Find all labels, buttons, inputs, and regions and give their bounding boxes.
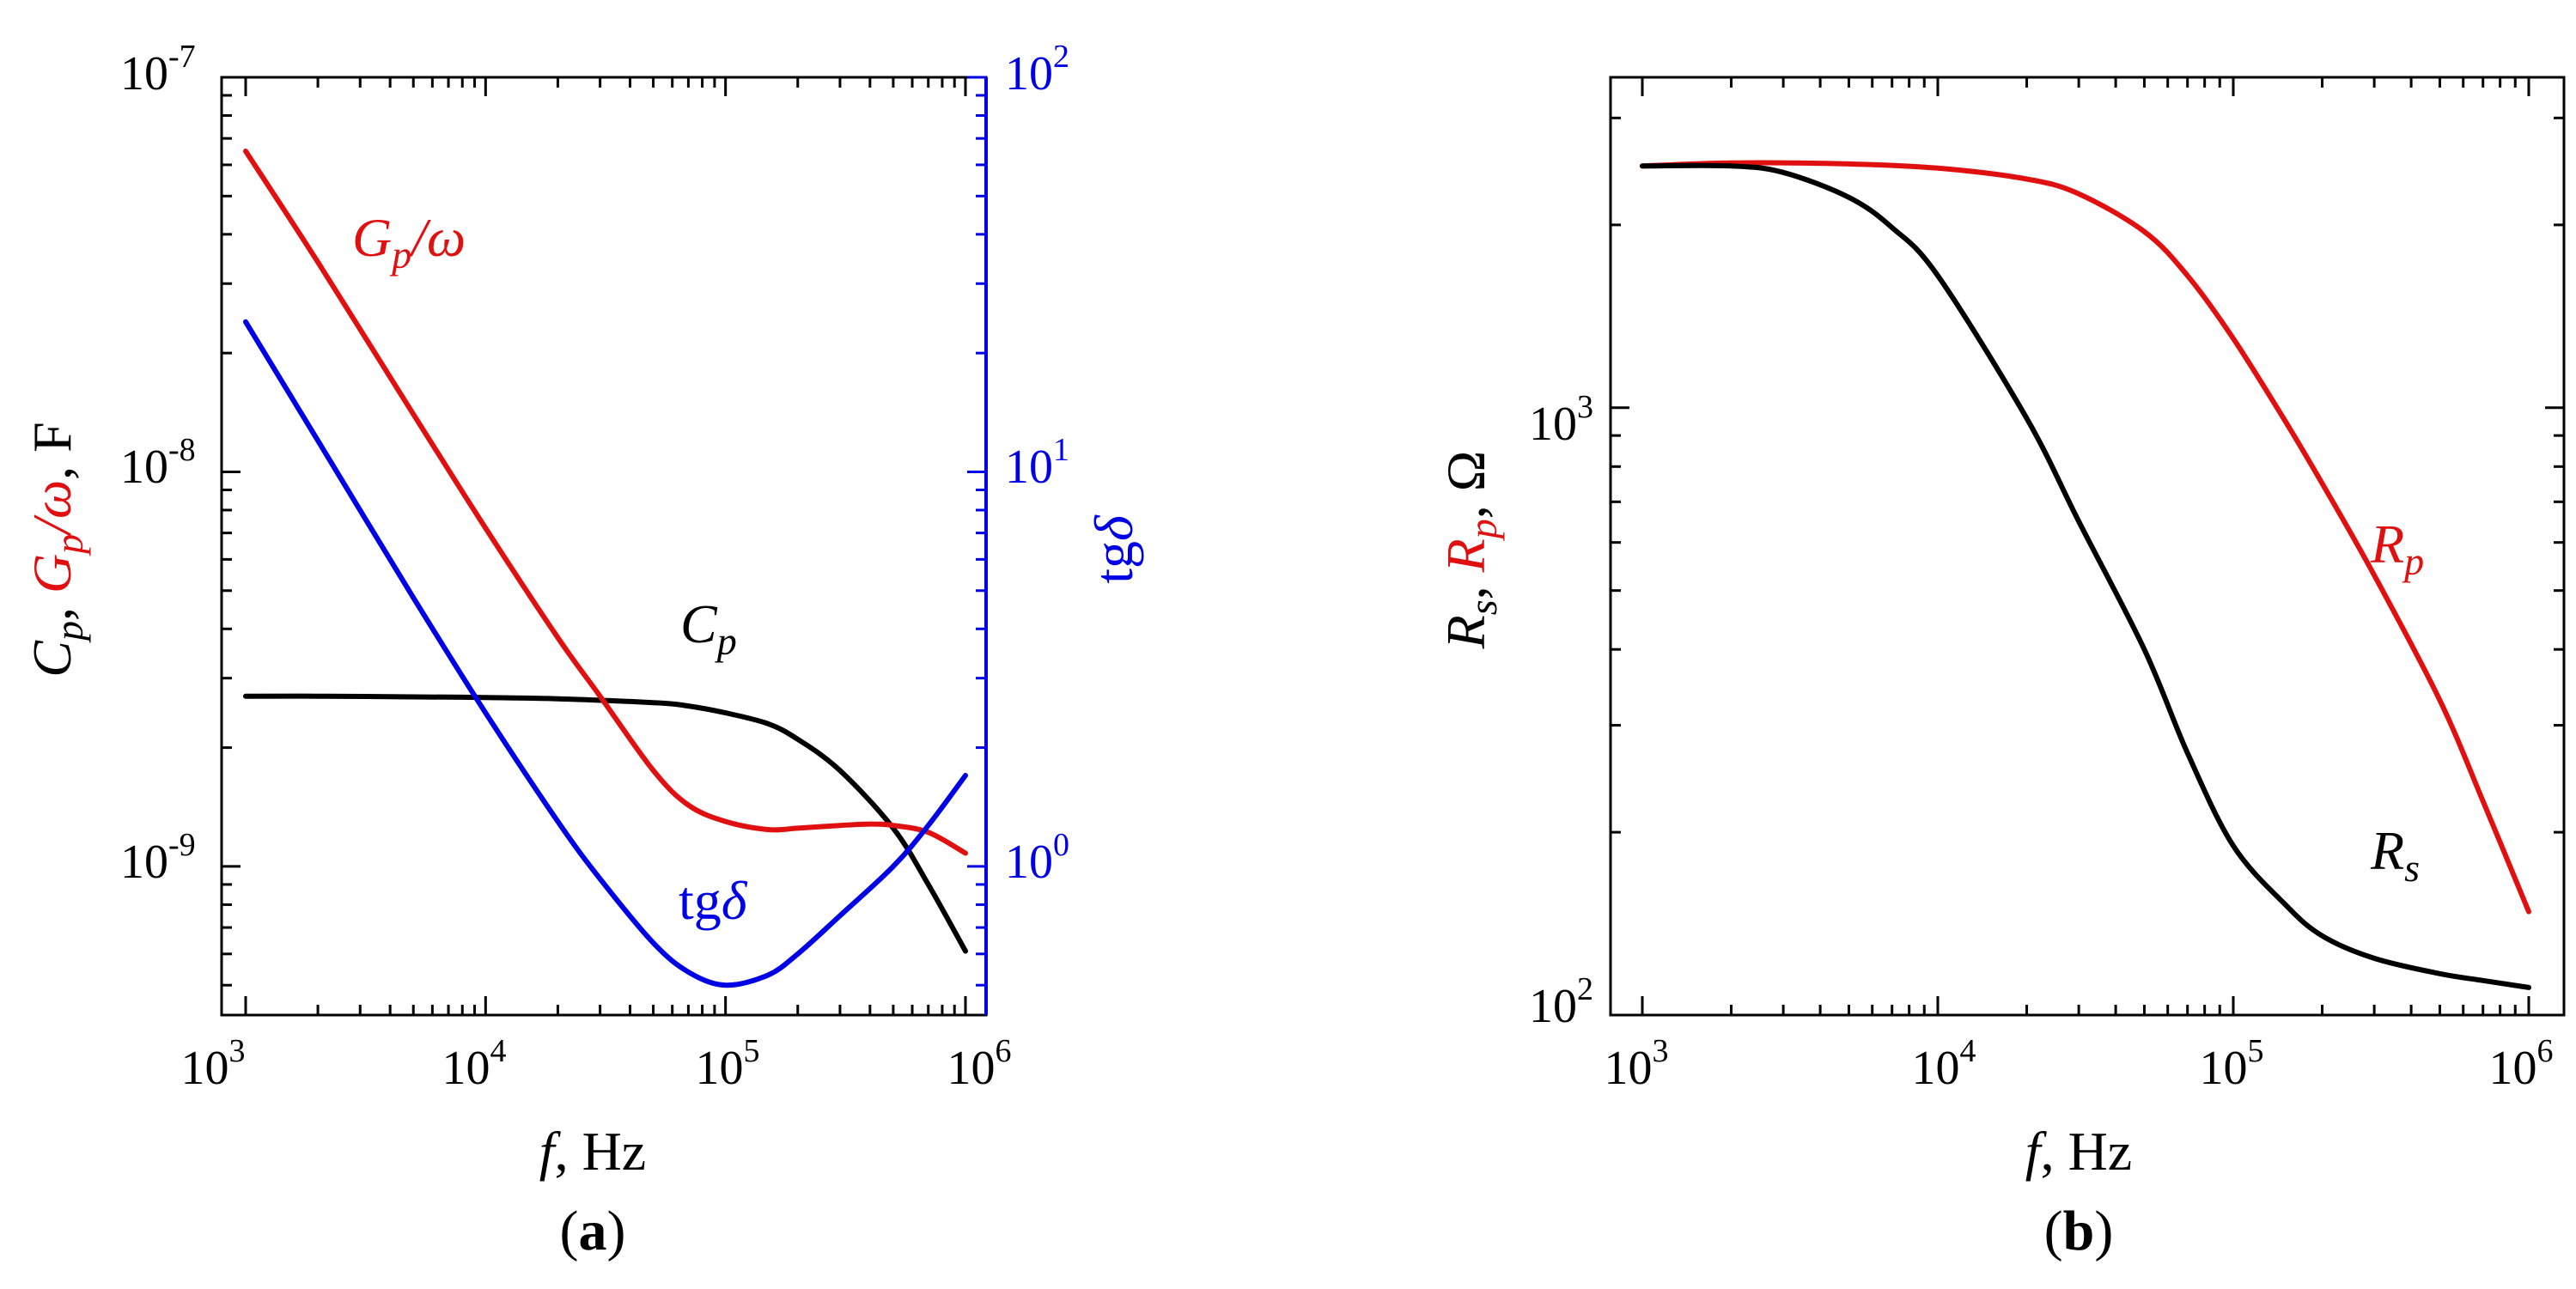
panel-a-curves [243,149,968,988]
panel-b-x-axis-title: f, Hz [2025,1121,2132,1182]
panel-b-y-axis-title: Rs, Rp, Ω [1435,451,1505,650]
panel-b-x-tick-label: 106 [2489,1033,2554,1095]
panel-a-y2-tick-label: 101 [1005,432,1069,494]
panel-b-plot-frame [1609,76,2566,1017]
panel-a-y2-axis-title: tgδ [1083,514,1144,584]
panel-label-a: (a) [560,1200,626,1262]
panel-a-x-tick-label: 106 [947,1033,1012,1095]
panel-b-y-tick-label: 103 [1529,389,1593,451]
panel-b-y-tick-label: 102 [1529,971,1593,1033]
panel-a-x-axis-title: f, Hz [539,1121,646,1182]
panel-a-x-tick-label: 103 [181,1033,246,1095]
panel-b: 103 104 105 106 102 103 f, Hz Rs, Rp, Ω … [1435,76,2566,1262]
series-line-tg-delta [243,319,968,988]
panel-b-curves [1640,160,2531,990]
series-line-gp-omega [243,149,968,856]
panel-a-x-tick-label: 105 [696,1033,760,1095]
panel-a-y-axis-title: Cp, Gp/ω, F [21,422,91,677]
curve-label-tg-delta: tgδ [679,870,748,931]
panel-a-y2-tick-label: 100 [1005,827,1069,889]
panel-a-y-tick-label: 10-9 [120,827,196,889]
panel-a-y2-tick-label: 102 [1005,39,1069,100]
panel-label-b: (b) [2044,1200,2114,1262]
panel-a-plot-frame [220,76,988,1017]
curve-label-gp-omega: Gp/ω [352,207,466,277]
panel-b-x-tick-label: 103 [1605,1033,1669,1095]
panel-b-ticks [1611,77,2564,1017]
series-line-rs [1640,162,2531,990]
panel-b-x-tick-label: 105 [2200,1033,2264,1095]
panel-a-ticks [222,76,986,1015]
panel-a-y-tick-label: 10-8 [120,432,196,494]
curve-label-rs: Rs [2370,820,2420,890]
curve-label-cp: Cp [680,593,737,663]
panel-a-x-tick-label: 104 [442,1033,507,1095]
curve-label-rp: Rp [2370,514,2424,583]
panel-a-y-tick-label: 10-7 [120,39,196,100]
panel-a: 103 104 105 106 10-9 10-8 10-7 100 101 1… [21,39,1144,1262]
panel-b-x-tick-label: 104 [1912,1033,1976,1095]
series-line-rp [1640,160,2531,915]
